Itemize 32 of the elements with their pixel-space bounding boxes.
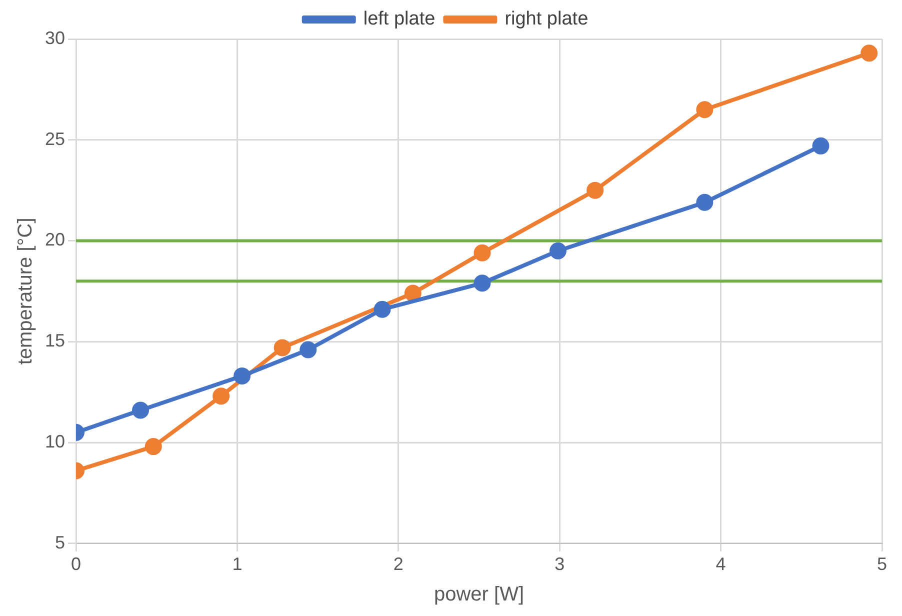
point (132, 402, 149, 419)
y-tick-label: 25 (44, 128, 66, 149)
x-tick-label: 1 (232, 554, 242, 574)
legend-label: right plate (504, 8, 588, 30)
point (696, 194, 714, 211)
point (474, 244, 491, 262)
y-axis-title: temperature [°C] (14, 218, 37, 365)
x-tick-label: 4 (716, 554, 726, 574)
y-tick-label: 30 (44, 28, 66, 48)
legend-label: left plate (363, 8, 436, 30)
y-tick-label: 10 (44, 431, 66, 452)
point (234, 367, 251, 384)
point (212, 388, 230, 405)
point (549, 242, 566, 260)
x-axis-title: power [W] (434, 584, 524, 606)
point (144, 438, 162, 456)
x-tick-label: 0 (71, 554, 82, 574)
point (300, 341, 317, 358)
y-tick-label: 5 (55, 532, 66, 552)
point (812, 137, 830, 154)
y-tick-label: 15 (44, 330, 66, 351)
point (404, 284, 422, 302)
point (374, 300, 391, 318)
point (474, 274, 491, 292)
x-tick-label: 3 (554, 554, 565, 574)
x-tick-label: 5 (876, 554, 888, 574)
point (696, 101, 714, 118)
x-tick-label: 2 (393, 554, 404, 574)
y-tick-label: 20 (44, 230, 66, 250)
point (274, 339, 291, 356)
point (860, 44, 878, 62)
point (586, 182, 604, 199)
